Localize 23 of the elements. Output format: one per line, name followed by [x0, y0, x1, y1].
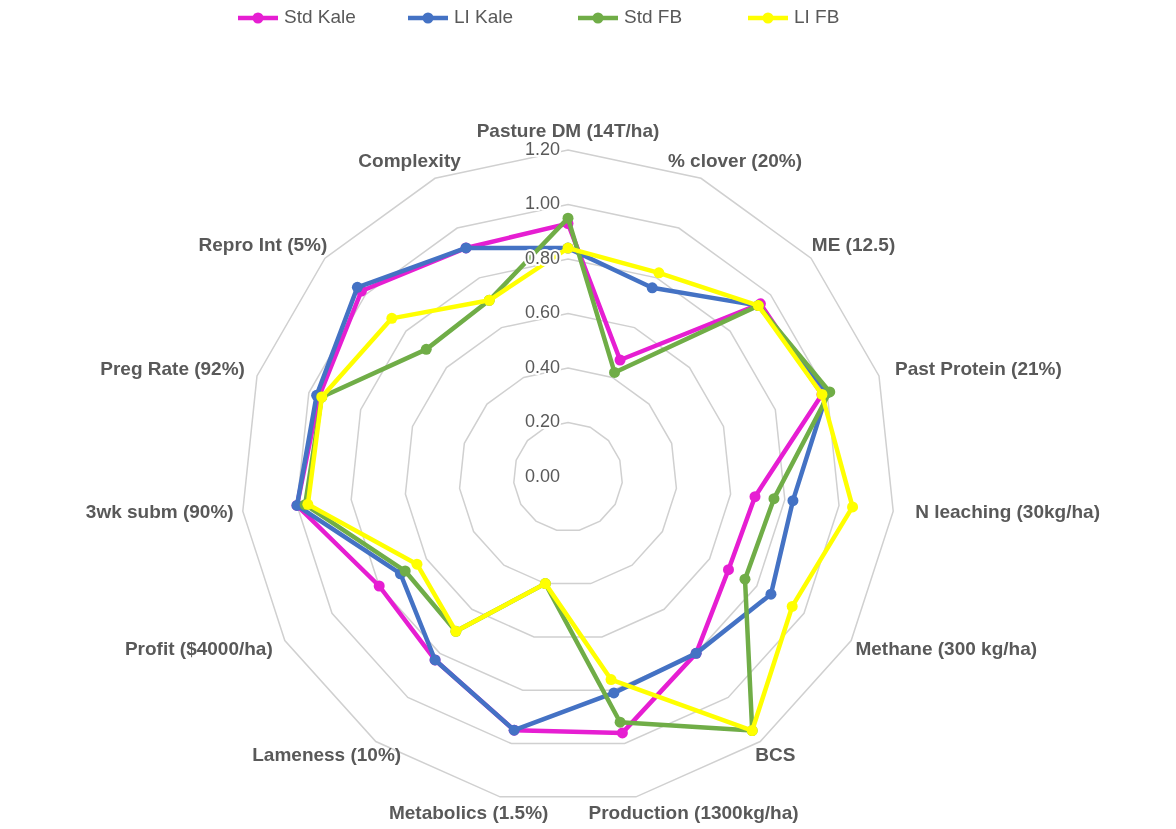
- legend-label: Std FB: [624, 6, 683, 28]
- legend-label: LI Kale: [454, 6, 514, 28]
- y-tick-label: 0.40: [524, 356, 560, 377]
- spoke-label: Profit ($4000/ha): [124, 637, 273, 659]
- y-tick-label: 0.60: [524, 302, 560, 323]
- y-tick-label: 0.00: [524, 465, 560, 486]
- spoke-label: % clover (20%): [667, 149, 803, 171]
- spoke-label: Complexity: [358, 149, 462, 171]
- spoke-label: Production (1300kg/ha): [588, 802, 799, 824]
- y-tick-label: 1.00: [524, 193, 560, 214]
- spoke-label: Methane (300 kg/ha): [855, 637, 1038, 659]
- spoke-label: BCS: [755, 744, 796, 766]
- spoke-label: Past Protein (21%): [894, 358, 1062, 380]
- legend-label: Std Kale: [284, 6, 356, 28]
- legend-label: LI FB: [794, 6, 840, 28]
- spoke-label: N leaching (30kg/ha): [915, 501, 1100, 523]
- spoke-label: ME (12.5): [811, 234, 896, 256]
- y-tick-label: 0.20: [524, 411, 560, 432]
- spoke-label: Lameness (10%): [252, 744, 402, 766]
- spoke-label: Repro Int (5%): [198, 234, 328, 256]
- spoke-label: 3wk subm (90%): [85, 501, 234, 523]
- spoke-label: Metabolics (1.5%): [388, 802, 549, 824]
- spoke-label: Preg Rate (92%): [100, 358, 245, 380]
